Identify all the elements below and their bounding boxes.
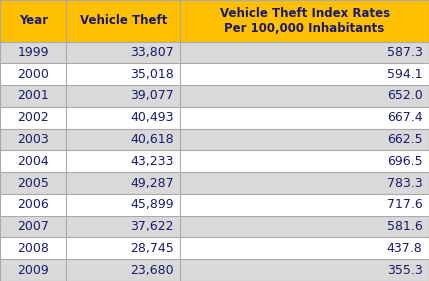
Bar [0, 107, 66, 129]
Text: 662.5: 662.5 [387, 133, 423, 146]
Text: 667.4: 667.4 [387, 111, 423, 124]
Text: 594.1: 594.1 [387, 68, 423, 81]
Bar [0, 0, 66, 42]
Bar [66, 172, 180, 194]
Bar [66, 237, 180, 259]
Bar [180, 0, 429, 42]
Bar [0, 194, 66, 216]
Bar [180, 63, 429, 85]
Bar [66, 216, 180, 237]
Bar [66, 194, 180, 216]
Text: 49,287: 49,287 [130, 176, 174, 190]
Text: 2002: 2002 [17, 111, 49, 124]
Text: 28,745: 28,745 [130, 242, 174, 255]
Text: 2008: 2008 [17, 242, 49, 255]
Text: 783.3: 783.3 [387, 176, 423, 190]
Bar [0, 42, 66, 63]
Bar [180, 42, 429, 63]
Text: 581.6: 581.6 [387, 220, 423, 233]
Text: 2007: 2007 [17, 220, 49, 233]
Text: 355.3: 355.3 [387, 264, 423, 277]
Bar [0, 85, 66, 107]
Text: 35,018: 35,018 [130, 68, 174, 81]
Text: 2001: 2001 [17, 90, 49, 103]
Text: 2004: 2004 [17, 155, 49, 168]
Bar [180, 107, 429, 129]
Bar [0, 172, 66, 194]
Text: 43,233: 43,233 [130, 155, 174, 168]
Bar [0, 150, 66, 172]
Text: 45,899: 45,899 [130, 198, 174, 211]
Text: 2005: 2005 [17, 176, 49, 190]
Bar [66, 150, 180, 172]
Bar [0, 216, 66, 237]
Bar [66, 63, 180, 85]
Bar [0, 129, 66, 150]
Text: 2003: 2003 [17, 133, 49, 146]
Text: 33,807: 33,807 [130, 46, 174, 59]
Bar [0, 259, 66, 281]
Bar [180, 237, 429, 259]
Text: 1999: 1999 [18, 46, 49, 59]
Text: 587.3: 587.3 [387, 46, 423, 59]
Bar [180, 85, 429, 107]
Text: 717.6: 717.6 [387, 198, 423, 211]
Text: 40,493: 40,493 [130, 111, 174, 124]
Text: Vehicle Theft: Vehicle Theft [80, 14, 167, 27]
Text: 23,680: 23,680 [130, 264, 174, 277]
Text: 2006: 2006 [17, 198, 49, 211]
Text: 37,622: 37,622 [130, 220, 174, 233]
Text: 2000: 2000 [17, 68, 49, 81]
Bar [180, 172, 429, 194]
Text: 696.5: 696.5 [387, 155, 423, 168]
Bar [0, 237, 66, 259]
Text: Year: Year [19, 14, 48, 27]
Bar [66, 42, 180, 63]
Bar [66, 107, 180, 129]
Text: 39,077: 39,077 [130, 90, 174, 103]
Bar [180, 150, 429, 172]
Text: 2009: 2009 [17, 264, 49, 277]
Bar [180, 129, 429, 150]
Bar [180, 216, 429, 237]
Bar [66, 259, 180, 281]
Bar [180, 259, 429, 281]
Text: 652.0: 652.0 [387, 90, 423, 103]
Bar [66, 0, 180, 42]
Bar [66, 85, 180, 107]
Bar [180, 194, 429, 216]
Text: 437.8: 437.8 [387, 242, 423, 255]
Bar [66, 129, 180, 150]
Text: 40,618: 40,618 [130, 133, 174, 146]
Bar [0, 63, 66, 85]
Text: Vehicle Theft Index Rates
Per 100,000 Inhabitants: Vehicle Theft Index Rates Per 100,000 In… [220, 7, 390, 35]
